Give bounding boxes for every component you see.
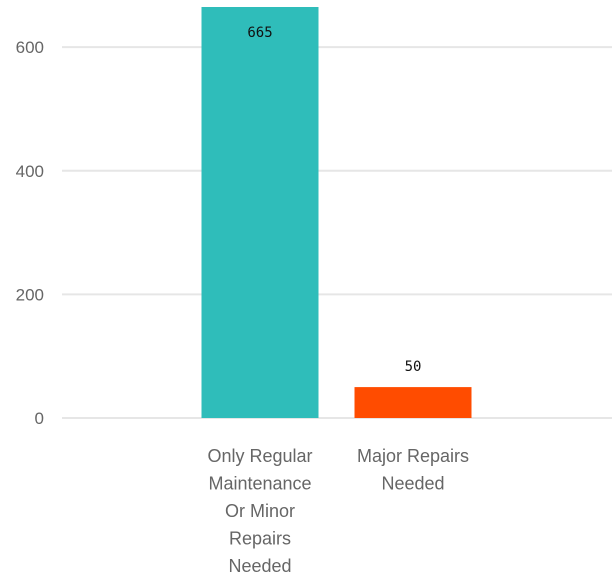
category-label-line: Needed xyxy=(228,556,291,575)
bar-1 xyxy=(201,7,319,418)
y-tick-label: 400 xyxy=(16,162,44,181)
category-label-line: Maintenance xyxy=(208,474,311,494)
category-label-line: Needed xyxy=(381,474,444,494)
category-label-line: Major Repairs xyxy=(357,446,469,466)
data-label-1: 665 xyxy=(247,25,272,41)
bars xyxy=(201,7,472,418)
category-label-line: Only Regular xyxy=(207,446,312,466)
y-tick-label: 600 xyxy=(16,38,44,57)
category-label-2: Major Repairs Needed xyxy=(357,446,469,494)
data-label-2: 50 xyxy=(405,359,422,375)
y-tick-label: 200 xyxy=(16,285,44,304)
data-labels: 665 50 xyxy=(247,25,421,375)
category-label-line: Repairs xyxy=(229,529,291,549)
gridlines xyxy=(62,46,612,419)
category-label-line: Or Minor xyxy=(225,501,295,521)
category-label-1: Only Regular Maintenance Or Minor Repairs Ne… xyxy=(207,446,312,575)
bar-2 xyxy=(354,387,472,418)
y-tick-label: 0 xyxy=(35,409,44,428)
x-axis-categories: Only Regular Maintenance Or Minor Repairs Ne… xyxy=(207,446,469,576)
y-axis-ticks: 0 200 400 600 xyxy=(16,38,44,428)
